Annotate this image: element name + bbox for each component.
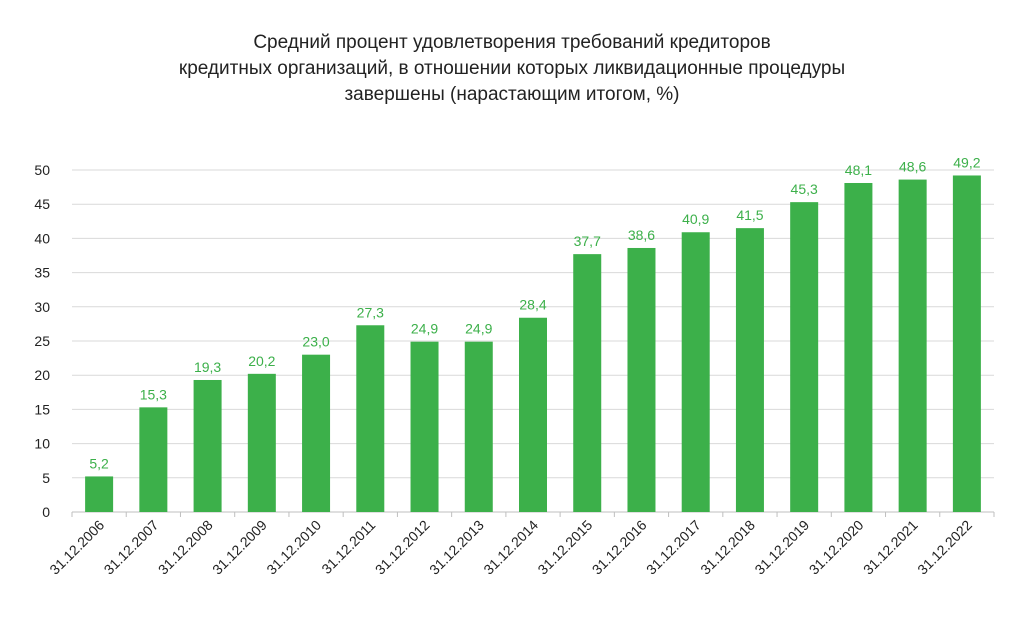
chart-title-line-2: кредитных организаций, в отношении котор… <box>178 58 846 79</box>
x-tick-label: 31.12.2016 <box>589 517 650 578</box>
bar <box>952 175 981 513</box>
y-tick-label: 30 <box>34 299 50 315</box>
data-label: 49,2 <box>953 154 980 170</box>
data-label: 24,9 <box>465 321 492 337</box>
x-tick-label: 31.12.2017 <box>643 517 704 578</box>
x-tick-label: 31.12.2012 <box>372 517 433 578</box>
data-label: 38,6 <box>628 227 655 243</box>
bar <box>302 354 331 512</box>
data-label: 5,2 <box>89 455 109 471</box>
bar <box>464 341 493 512</box>
x-tick-label: 31.12.2021 <box>860 517 921 578</box>
bar <box>356 325 385 512</box>
data-label: 48,1 <box>845 162 872 178</box>
x-tick-label: 31.12.2007 <box>101 517 162 578</box>
bar <box>573 254 602 512</box>
y-tick-label: 5 <box>42 470 50 486</box>
bar <box>681 232 710 512</box>
x-tick-label: 31.12.2013 <box>426 517 487 578</box>
data-label: 37,7 <box>574 233 601 249</box>
bar <box>247 373 276 512</box>
y-tick-label: 25 <box>34 333 50 349</box>
bar <box>85 476 114 512</box>
data-label: 27,3 <box>357 304 384 320</box>
chart-title-line-1: Средний процент удовлетворения требовани… <box>253 32 771 53</box>
bar <box>844 182 873 512</box>
x-tick-label: 31.12.2009 <box>209 517 270 578</box>
bar <box>735 228 764 512</box>
x-tick-label: 31.12.2008 <box>155 517 216 578</box>
x-tick-label: 31.12.2019 <box>751 517 812 578</box>
bar <box>519 317 547 512</box>
x-tick-label: 31.12.2006 <box>46 517 107 578</box>
y-tick-label: 35 <box>34 265 50 281</box>
x-tick-label: 31.12.2014 <box>480 517 541 578</box>
y-tick-label: 40 <box>34 230 50 246</box>
y-tick-label: 10 <box>34 436 50 452</box>
chart-title-line-3: завершены (нарастающим итогом, %) <box>344 84 680 105</box>
bar <box>790 202 819 512</box>
x-tick-label: 31.12.2015 <box>534 517 595 578</box>
bar <box>193 379 222 512</box>
y-tick-label: 45 <box>34 196 50 212</box>
bar <box>139 407 168 512</box>
data-label: 19,3 <box>194 359 221 375</box>
y-tick-label: 15 <box>34 401 50 417</box>
data-label: 45,3 <box>791 181 818 197</box>
x-tick-label: 31.12.2022 <box>914 517 975 578</box>
bar <box>898 179 927 513</box>
data-label: 23,0 <box>302 334 329 350</box>
x-tick-label: 31.12.2011 <box>318 517 378 577</box>
data-label: 41,5 <box>736 207 763 223</box>
y-tick-label: 0 <box>42 504 50 520</box>
x-tick-label: 31.12.2018 <box>697 517 758 578</box>
x-tick-label: 31.12.2020 <box>806 517 867 578</box>
data-label: 48,6 <box>899 159 926 175</box>
y-tick-label: 20 <box>34 367 50 383</box>
data-label: 24,9 <box>411 321 438 337</box>
chart-title: Средний процент удовлетворения требовани… <box>0 30 1024 108</box>
data-label: 40,9 <box>682 211 709 227</box>
data-label: 20,2 <box>248 353 275 369</box>
data-label: 28,4 <box>519 297 546 313</box>
x-tick-label: 31.12.2010 <box>263 517 324 578</box>
bar <box>410 341 439 512</box>
y-tick-label: 50 <box>34 162 50 178</box>
data-label: 15,3 <box>140 386 167 402</box>
bar <box>627 247 656 512</box>
